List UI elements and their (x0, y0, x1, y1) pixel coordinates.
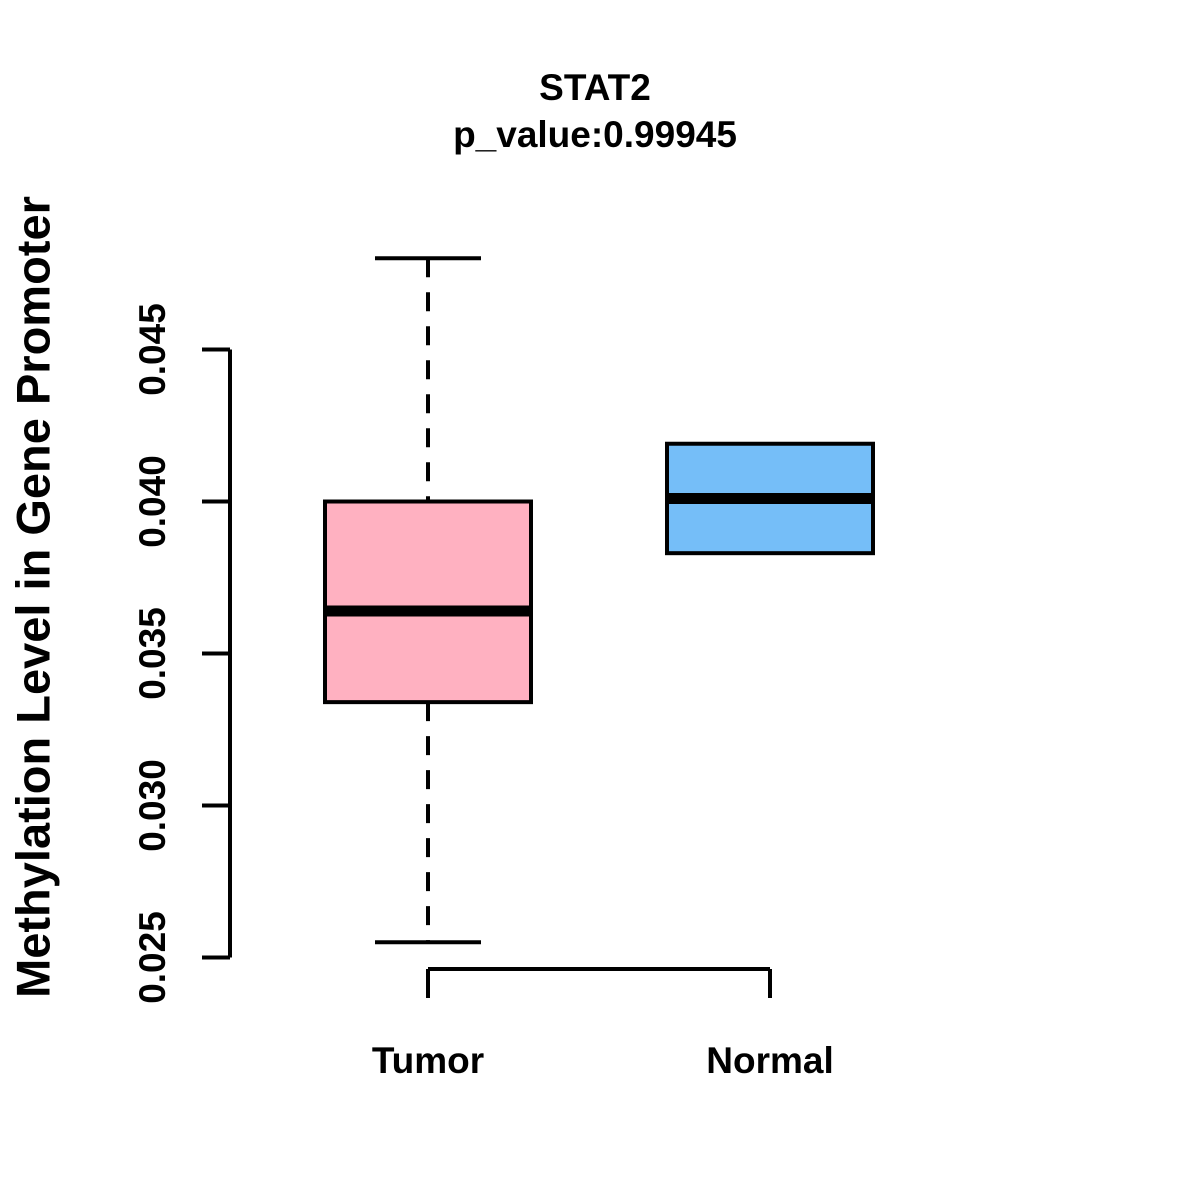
box-tumor (323, 499, 533, 705)
x-category-label: Normal (706, 1040, 833, 1081)
title-block: STAT2 p_value:0.99945 (295, 64, 895, 158)
y-tick-label: 0.040 (132, 455, 173, 548)
chart-subtitle: p_value:0.99945 (453, 114, 737, 155)
chart-title: STAT2 (539, 67, 651, 108)
y-tick-label: 0.035 (132, 607, 173, 700)
y-tick-label: 0.045 (132, 303, 173, 396)
y-tick-label: 0.030 (132, 759, 173, 852)
x-category-label: Tumor (372, 1040, 484, 1081)
y-tick-label: 0.025 (132, 911, 173, 1004)
